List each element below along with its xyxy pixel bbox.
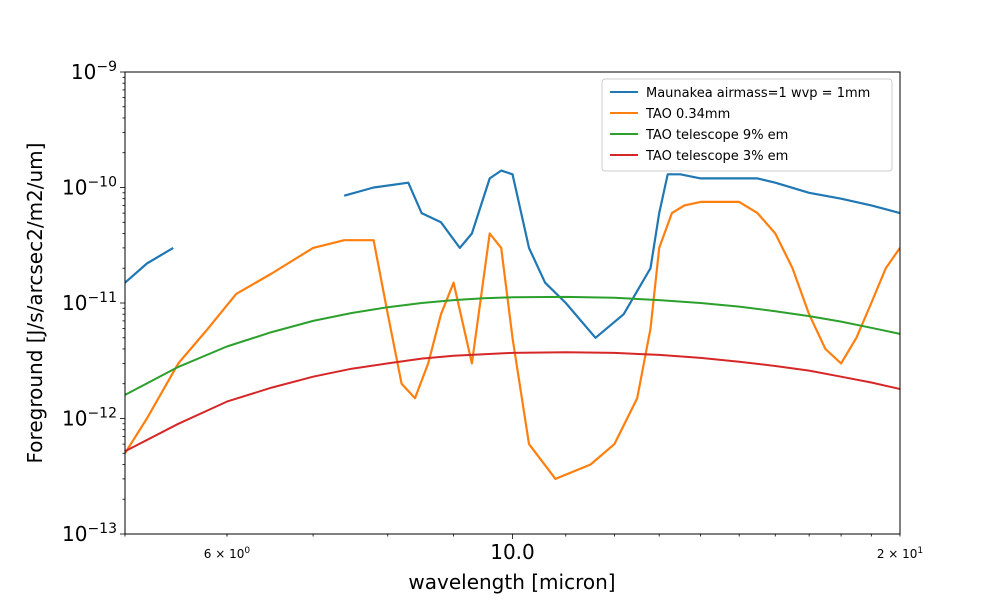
series-line-4 [125, 351, 900, 453]
series-layer [125, 169, 900, 480]
series-line-2 [125, 200, 900, 480]
x-tick-label: 2 × 101 [877, 546, 923, 561]
x-axis-label: wavelength [micron] [408, 570, 615, 594]
legend-entry-label: Maunakea airmass=1 wvp = 1mm [646, 86, 870, 101]
legend-entry-label: TAO telescope 3% em [645, 149, 788, 164]
series-line-1 [125, 169, 900, 339]
legend-entry-label: TAO 0.34mm [645, 107, 730, 122]
x-tick-label: 10.0 [490, 540, 535, 564]
y-axis-label: Foreground [J/s/arcsec2/m2/um] [23, 143, 47, 464]
legend-entry-label: TAO telescope 9% em [645, 128, 788, 143]
x-tick-label: 6 × 100 [204, 546, 251, 561]
legend: Maunakea airmass=1 wvp = 1mm TAO 0.34mm TA… [601, 78, 893, 172]
legend-box [601, 78, 893, 172]
series-line-3 [125, 295, 900, 396]
